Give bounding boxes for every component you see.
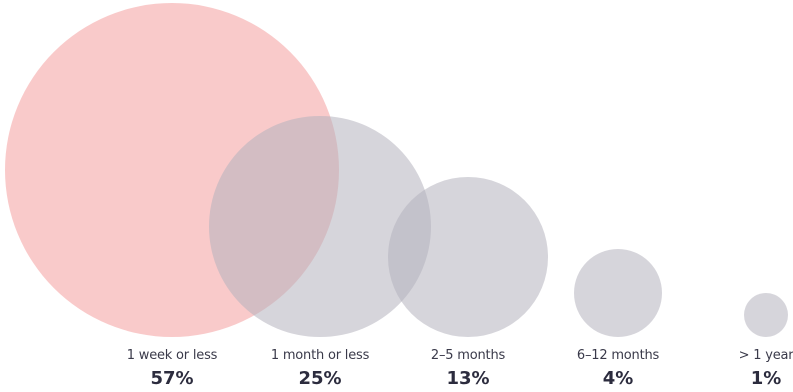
- category-label: 1 month or less: [270, 348, 370, 363]
- category-label: 2–5 months: [430, 348, 506, 363]
- category-label: 1 week or less: [126, 348, 218, 363]
- value-label: 25%: [298, 368, 342, 389]
- bubble-4: [743, 292, 789, 337]
- value-label: 57%: [150, 368, 194, 389]
- category-label: > 1 year: [738, 348, 793, 363]
- value-label: 1%: [750, 368, 782, 389]
- category-label: 6–12 months: [576, 348, 660, 363]
- value-label: 4%: [602, 368, 634, 389]
- value-label: 13%: [446, 368, 490, 389]
- bubble-2: [388, 177, 548, 337]
- bubble-3: [573, 248, 663, 337]
